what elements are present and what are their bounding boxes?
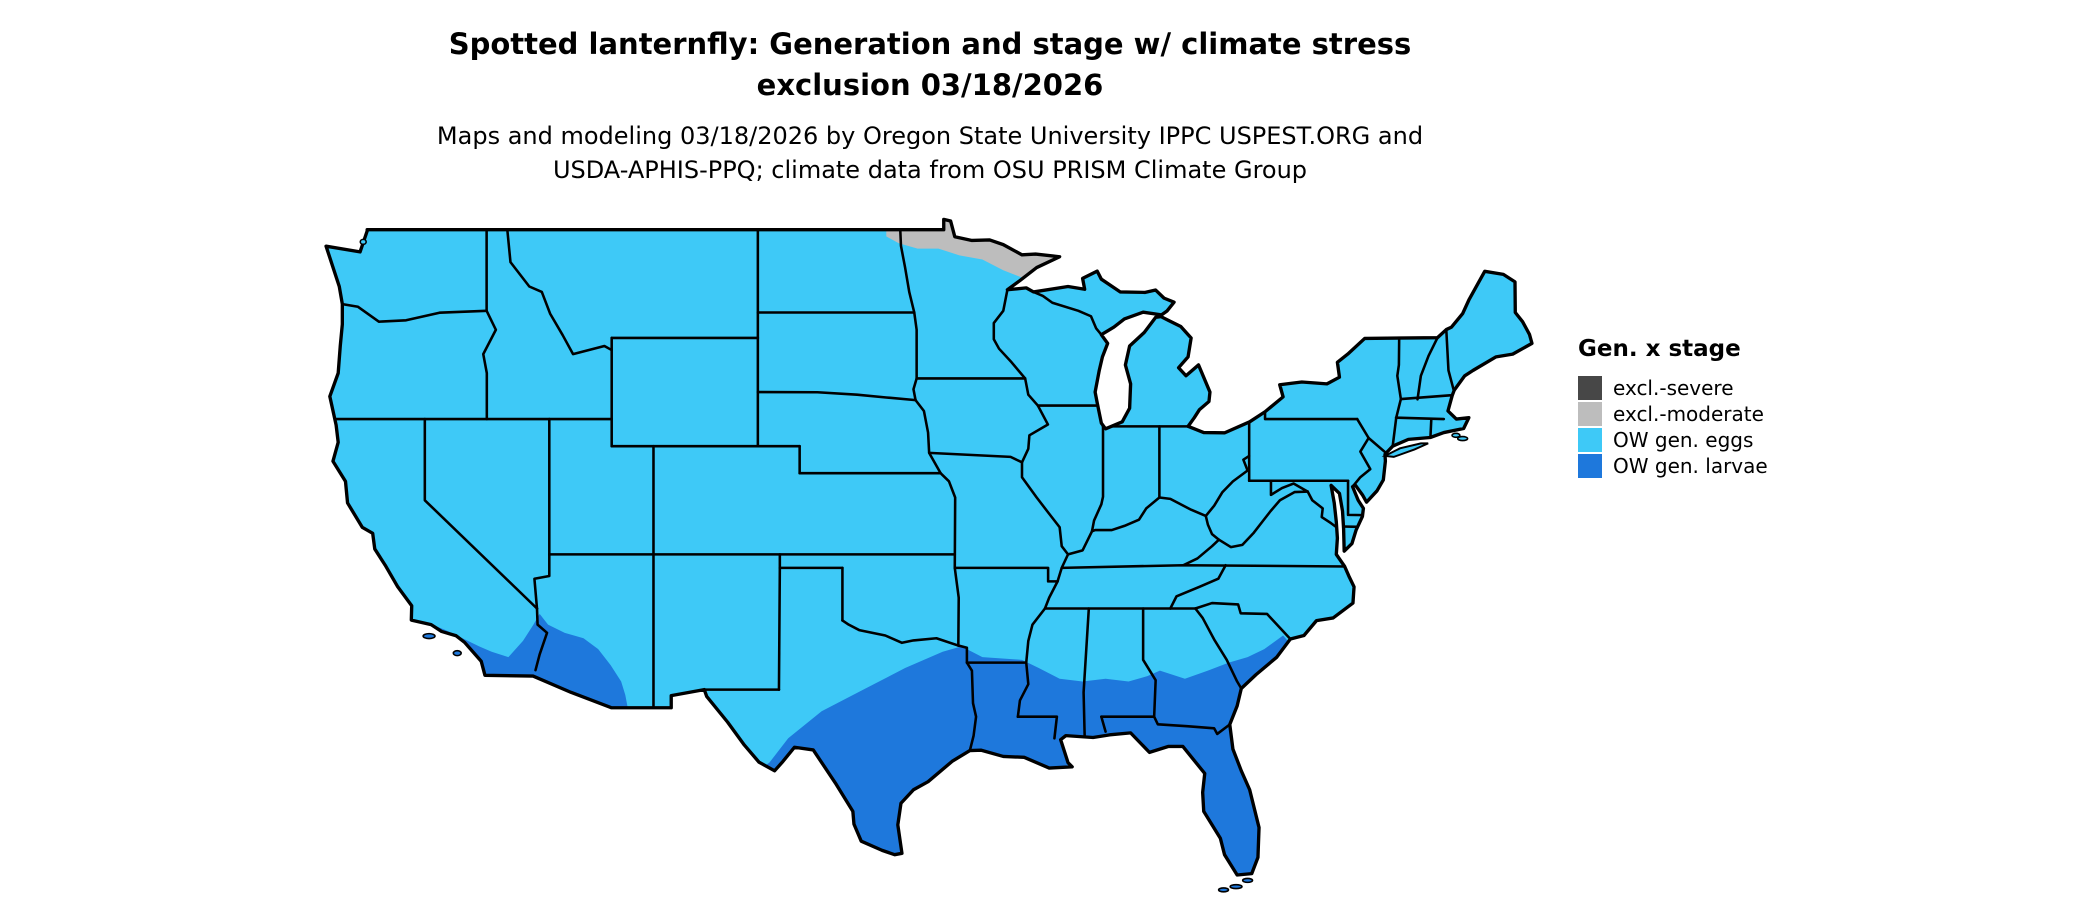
title-line-2: exclusion 03/18/2026 [756, 68, 1104, 103]
legend-swatch-excl-severe [1578, 376, 1602, 400]
island [1456, 435, 1469, 442]
legend-label-ow-larvae: OW gen. larvae [1613, 454, 1768, 478]
island [359, 238, 367, 246]
us-map [310, 208, 1542, 898]
region-excl-moderate [886, 219, 1060, 279]
legend-label-excl-severe: excl.-severe [1613, 376, 1734, 400]
legend-swatch-excl-moderate [1578, 402, 1602, 426]
island [422, 632, 436, 640]
legend-title: Gen. x stage [1578, 336, 1741, 362]
legend-swatch-ow-eggs [1578, 428, 1602, 452]
title-line-1: Spotted lanternfly: Generation and stage… [448, 27, 1412, 61]
map-subtitle: Maps and modeling 03/18/2026 by Oregon S… [0, 120, 1860, 187]
legend-label-excl-moderate: excl.-moderate [1613, 402, 1764, 426]
legend-item: excl.-severe [1578, 375, 1768, 401]
state-borders [332, 228, 1455, 752]
long-island [1381, 442, 1429, 458]
legend-item: OW gen. larvae [1578, 453, 1768, 479]
legend-item: excl.-moderate [1578, 401, 1768, 427]
island [1229, 883, 1243, 890]
island [1217, 887, 1230, 893]
map-title: Spotted lanternfly: Generation and stage… [0, 24, 1860, 106]
legend: Gen. x stage excl.-severe excl.-moderate… [1578, 336, 1768, 479]
subtitle-line-2: USDA-APHIS-PPQ; climate data from OSU PR… [552, 155, 1308, 184]
legend-label-ow-eggs: OW gen. eggs [1613, 428, 1754, 452]
island [452, 649, 462, 657]
island [1241, 877, 1254, 884]
legend-swatch-ow-larvae [1578, 454, 1602, 478]
us-map-svg [324, 217, 1534, 893]
island [1451, 432, 1461, 439]
subtitle-line-1: Maps and modeling 03/18/2026 by Oregon S… [436, 122, 1424, 151]
legend-item: OW gen. eggs [1578, 427, 1768, 453]
national-outline [324, 217, 1534, 877]
header: Spotted lanternfly: Generation and stage… [0, 24, 1860, 188]
